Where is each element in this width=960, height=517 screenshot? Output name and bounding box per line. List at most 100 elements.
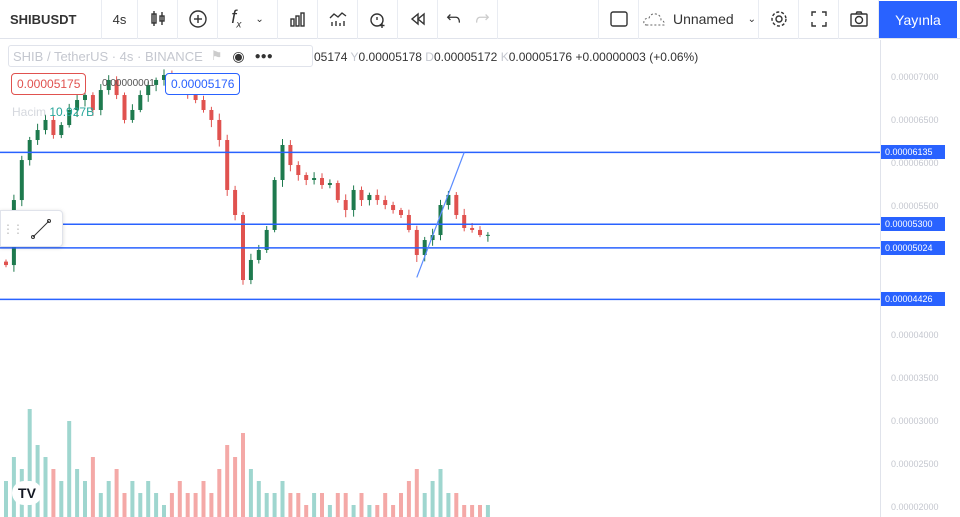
- volume-bar: [27, 409, 32, 517]
- trend-line-icon[interactable]: [29, 217, 53, 241]
- chevron-down-icon: ⌄: [255, 13, 264, 25]
- ohlc-values: 05174 Y0.00005178 D0.00005172 K0.0000517…: [314, 50, 698, 64]
- candle: [359, 189, 364, 201]
- templates-icon: [329, 12, 346, 26]
- interval-button[interactable]: 4s: [102, 0, 138, 39]
- change-value: +0.00000003 (+0.06%): [575, 50, 699, 64]
- publish-button[interactable]: Yayınla: [879, 1, 957, 38]
- eye-icon[interactable]: ◉: [232, 47, 245, 64]
- candle: [75, 100, 80, 110]
- volume-bar: [391, 505, 396, 517]
- symbol-title[interactable]: SHIB / TetherUS · 4s · BINANCE: [13, 48, 203, 64]
- tradingview-logo[interactable]: TV: [12, 481, 42, 505]
- candle: [264, 229, 269, 250]
- layout-button[interactable]: Unnamed ⌄: [639, 0, 759, 39]
- candle: [406, 214, 411, 230]
- undo-redo-group: [438, 0, 498, 39]
- high-label: Y: [350, 50, 359, 64]
- volume-bar: [383, 493, 388, 517]
- templates-button[interactable]: [318, 0, 358, 39]
- indicators-icon: fx: [231, 7, 242, 31]
- volume-bar: [43, 457, 48, 517]
- candle: [414, 229, 419, 255]
- volume-bar: [106, 481, 111, 517]
- volume-bar: [304, 505, 309, 517]
- drag-handle-icon[interactable]: ⋮⋮: [2, 221, 24, 236]
- candle: [51, 119, 56, 136]
- indicators-button[interactable]: fx ⌄: [218, 0, 278, 39]
- candle: [280, 144, 285, 180]
- price-axis[interactable]: 0.00007000 0.00006500 0.00006000 0.00005500…: [880, 40, 960, 517]
- candle: [438, 205, 443, 236]
- candle: [343, 200, 348, 211]
- candle: [485, 234, 490, 236]
- volume-bar: [351, 505, 356, 517]
- candle: [27, 140, 32, 161]
- open-value: 05174: [314, 50, 348, 64]
- volume-bar: [359, 493, 364, 517]
- settings-button[interactable]: [759, 0, 799, 39]
- candle: [335, 183, 340, 201]
- volume-bar: [225, 445, 230, 517]
- redo-icon[interactable]: [473, 10, 491, 28]
- gear-icon: [770, 11, 787, 27]
- volume-bar: [209, 493, 214, 517]
- volume-bar: [446, 493, 451, 517]
- volume-bar: [343, 493, 348, 517]
- volume-bar: [233, 457, 238, 517]
- symbol-search-button[interactable]: SHIBUSDT: [0, 0, 102, 39]
- volume-bar: [296, 493, 301, 517]
- volume-bar: [67, 421, 72, 517]
- volume-bar: [406, 481, 411, 517]
- volume-bar: [485, 505, 490, 517]
- low-label: D: [425, 50, 434, 64]
- replay-button[interactable]: [398, 0, 438, 39]
- candle: [146, 84, 151, 96]
- price-chart[interactable]: [0, 40, 880, 517]
- fullscreen-button[interactable]: [799, 0, 839, 39]
- candle: [446, 194, 451, 206]
- buy-price-box[interactable]: 0.00005176: [165, 73, 241, 95]
- candle: [327, 183, 332, 185]
- candle: [59, 125, 64, 136]
- volume-bar: [422, 493, 427, 517]
- price-tick: 0.00002500: [891, 459, 939, 469]
- volume-bar: [462, 505, 467, 517]
- volume-bar: [470, 505, 475, 517]
- price-tick: 0.00003000: [891, 416, 939, 426]
- candle: [19, 160, 24, 201]
- volume-bar: [367, 505, 372, 517]
- candle: [90, 95, 95, 110]
- volume-bar: [75, 469, 80, 517]
- candle: [399, 210, 403, 215]
- candle: [462, 214, 467, 228]
- candle: [98, 90, 103, 110]
- flag-icon[interactable]: ⚑: [210, 48, 223, 63]
- volume-bar: [264, 493, 269, 517]
- undo-icon[interactable]: [445, 10, 463, 28]
- candle: [122, 95, 127, 120]
- volume-bar: [241, 433, 245, 517]
- chevron-down-icon: ⌄: [747, 13, 757, 25]
- rectangle-button[interactable]: [599, 0, 639, 39]
- chart-type-button[interactable]: [138, 0, 178, 39]
- alert-button[interactable]: [358, 0, 398, 39]
- volume-bar: [162, 505, 166, 517]
- volume-bar: [146, 481, 151, 517]
- volume-value: 10.927B: [49, 105, 95, 119]
- sell-price-box[interactable]: 0.00005175: [11, 73, 87, 95]
- floating-drawing-toolbar: ⋮⋮: [0, 210, 63, 247]
- candle: [288, 144, 293, 166]
- compare-button[interactable]: [178, 0, 218, 39]
- volume-bar: [185, 493, 190, 517]
- candle: [296, 165, 301, 176]
- bar-chart-button[interactable]: [278, 0, 318, 39]
- volume-bar: [114, 469, 119, 517]
- candle: [454, 194, 459, 215]
- close-value: 0.00005176: [508, 50, 573, 64]
- more-icon[interactable]: ●●●: [254, 50, 273, 62]
- snapshot-button[interactable]: [839, 0, 879, 39]
- candle: [162, 74, 166, 80]
- bar-chart-icon: [289, 12, 305, 27]
- rectangle-icon: [609, 11, 628, 27]
